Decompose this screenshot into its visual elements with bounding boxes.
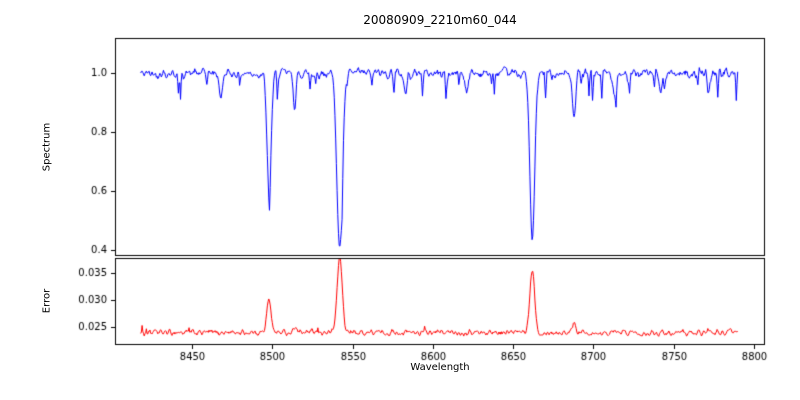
error-y-axis-label: Error (41, 288, 53, 314)
chart-title: 20080909_2210m60_044 (363, 13, 517, 27)
x-axis-label: Wavelength (410, 362, 470, 373)
spectrum-y-axis-label: Spectrum (41, 122, 53, 172)
